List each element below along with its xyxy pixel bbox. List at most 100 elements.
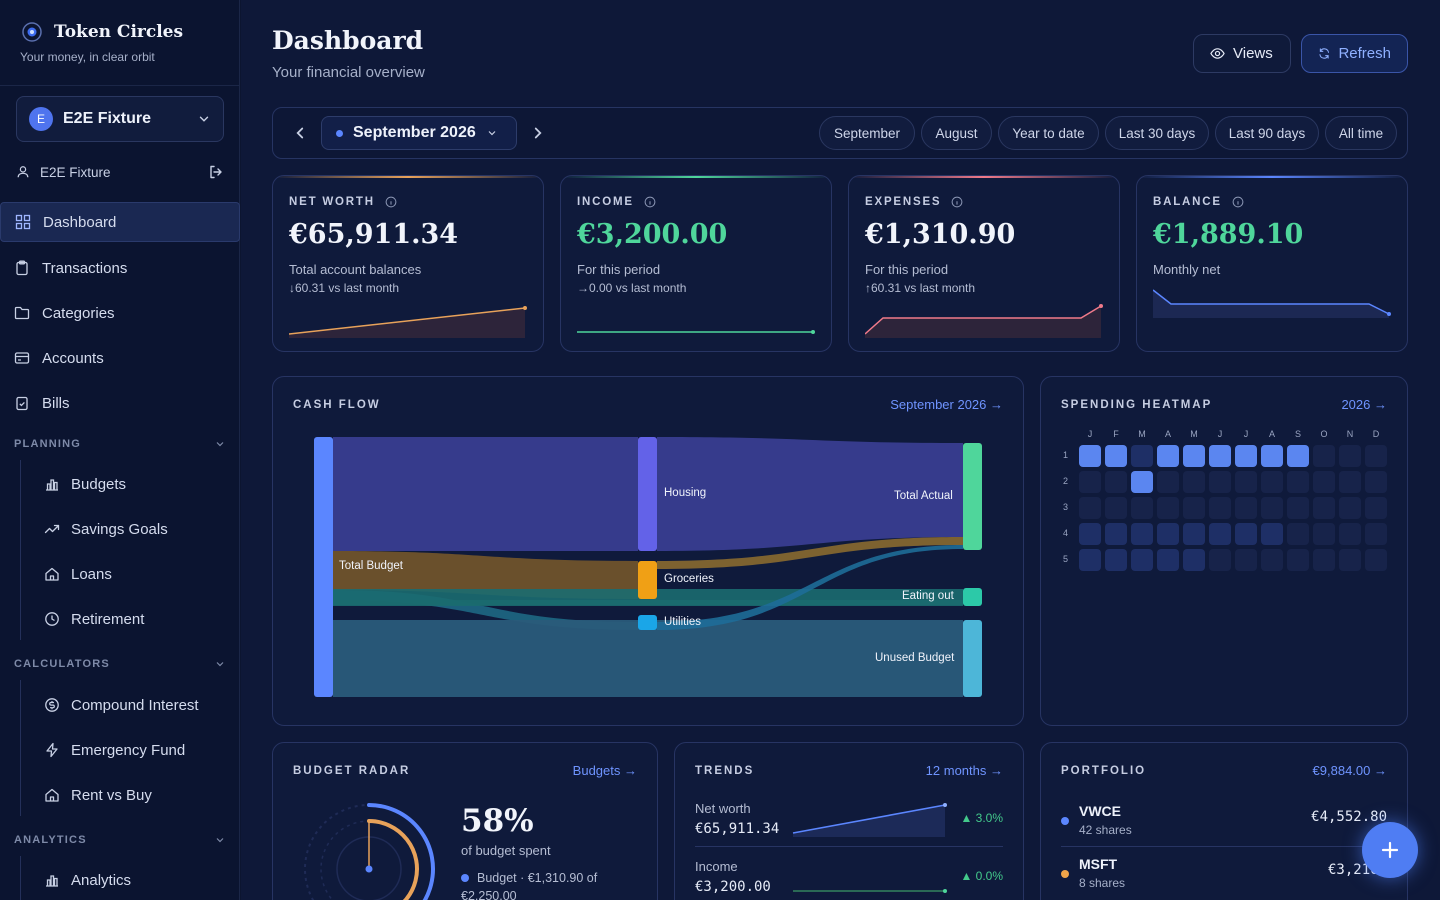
heatmap-cell[interactable] <box>1183 471 1205 493</box>
chip-last-30-days[interactable]: Last 30 days <box>1105 116 1209 150</box>
nav-compound-interest[interactable]: Compound Interest <box>44 689 199 721</box>
heatmap-cell[interactable] <box>1157 497 1179 519</box>
logout-icon[interactable] <box>208 164 224 180</box>
heatmap-cell[interactable] <box>1157 471 1179 493</box>
heatmap-cell[interactable] <box>1261 549 1283 571</box>
nav-retirement[interactable]: Retirement <box>44 603 144 635</box>
trend-row-income[interactable]: Income €3,200.00 ▲ 0.0% <box>695 859 1003 900</box>
chip-august[interactable]: August <box>921 116 992 150</box>
nav-emergency-fund[interactable]: Emergency Fund <box>44 734 185 766</box>
heatmap-cell[interactable] <box>1313 471 1335 493</box>
heatmap-cell[interactable] <box>1131 471 1153 493</box>
heatmap-cell[interactable] <box>1131 523 1153 545</box>
heatmap-cell[interactable] <box>1105 549 1127 571</box>
heatmap-cell[interactable] <box>1261 523 1283 545</box>
stat-card-net-worth[interactable]: NET WORTH €65,911.34 Total account balan… <box>272 175 544 352</box>
portfolio-total-link[interactable]: €9,884.00 → <box>1312 763 1387 778</box>
heatmap-cell[interactable] <box>1339 523 1361 545</box>
chip-year-to-date[interactable]: Year to date <box>998 116 1099 150</box>
heatmap-cell[interactable] <box>1235 497 1257 519</box>
heatmap-cell[interactable] <box>1131 549 1153 571</box>
heatmap-cell[interactable] <box>1079 523 1101 545</box>
heatmap-cell[interactable] <box>1287 523 1309 545</box>
chip-last-90-days[interactable]: Last 90 days <box>1215 116 1319 150</box>
heatmap-cell[interactable] <box>1235 549 1257 571</box>
heatmap-cell[interactable] <box>1287 471 1309 493</box>
info-icon[interactable] <box>951 196 963 208</box>
cash-flow-link[interactable]: September 2026 → <box>890 397 1003 412</box>
nav-accounts[interactable]: Accounts <box>14 338 224 378</box>
heatmap-cell[interactable] <box>1105 445 1127 467</box>
nav-budgets[interactable]: Budgets <box>44 468 126 500</box>
chevron-left-icon[interactable] <box>291 124 309 142</box>
heatmap-cell[interactable] <box>1261 445 1283 467</box>
nav-categories[interactable]: Categories <box>14 293 224 333</box>
heatmap-cell[interactable] <box>1339 549 1361 571</box>
workspace-switcher[interactable]: E E2E Fixture <box>16 96 224 142</box>
heatmap-cell[interactable] <box>1339 497 1361 519</box>
heatmap-cell[interactable] <box>1105 471 1127 493</box>
heatmap-cell[interactable] <box>1209 497 1231 519</box>
heatmap-cell[interactable] <box>1157 523 1179 545</box>
heatmap-cell[interactable] <box>1079 471 1101 493</box>
holding-row-msft[interactable]: MSFT 8 shares €3,216. <box>1061 856 1387 900</box>
heatmap-link[interactable]: 2026 → <box>1341 397 1387 412</box>
chip-september[interactable]: September <box>819 116 915 150</box>
heatmap-cell[interactable] <box>1079 497 1101 519</box>
heatmap-cell[interactable] <box>1261 497 1283 519</box>
heatmap-cell[interactable] <box>1183 523 1205 545</box>
add-button[interactable] <box>1362 822 1418 878</box>
heatmap-cell[interactable] <box>1235 471 1257 493</box>
chevron-right-icon[interactable] <box>529 124 547 142</box>
heatmap-cell[interactable] <box>1287 549 1309 571</box>
heatmap-cell[interactable] <box>1365 523 1387 545</box>
refresh-button[interactable]: Refresh <box>1301 34 1408 73</box>
stat-card-expenses[interactable]: EXPENSES €1,310.90 For this period ↑60.3… <box>848 175 1120 352</box>
holding-row-vwce[interactable]: VWCE 42 shares €4,552.80 <box>1061 803 1387 851</box>
heatmap-cell[interactable] <box>1287 445 1309 467</box>
info-icon[interactable] <box>1232 196 1244 208</box>
section-planning[interactable]: PLANNING <box>14 438 226 450</box>
heatmap-cell[interactable] <box>1157 549 1179 571</box>
period-select[interactable]: September 2026 <box>321 116 517 150</box>
heatmap-cell[interactable] <box>1365 471 1387 493</box>
heatmap-cell[interactable] <box>1209 445 1231 467</box>
heatmap-cell[interactable] <box>1365 497 1387 519</box>
heatmap-cell[interactable] <box>1131 497 1153 519</box>
heatmap-cell[interactable] <box>1365 549 1387 571</box>
nav-bills[interactable]: Bills <box>14 383 224 423</box>
heatmap-cell[interactable] <box>1209 471 1231 493</box>
nav-analytics[interactable]: Analytics <box>44 864 131 896</box>
nav-transactions[interactable]: Transactions <box>14 248 224 288</box>
heatmap-cell[interactable] <box>1261 471 1283 493</box>
heatmap-cell[interactable] <box>1079 549 1101 571</box>
info-icon[interactable] <box>644 196 656 208</box>
heatmap-cell[interactable] <box>1235 445 1257 467</box>
heatmap-cell[interactable] <box>1183 549 1205 571</box>
nav-rent-vs-buy[interactable]: Rent vs Buy <box>44 779 152 811</box>
heatmap-cell[interactable] <box>1313 549 1335 571</box>
heatmap-cell[interactable] <box>1209 523 1231 545</box>
heatmap-cell[interactable] <box>1183 497 1205 519</box>
trends-link[interactable]: 12 months → <box>925 763 1003 778</box>
nav-loans[interactable]: Loans <box>44 558 112 590</box>
heatmap-cell[interactable] <box>1365 445 1387 467</box>
heatmap-cell[interactable] <box>1313 523 1335 545</box>
section-calculators[interactable]: CALCULATORS <box>14 658 226 670</box>
chip-all-time[interactable]: All time <box>1325 116 1397 150</box>
heatmap-cell[interactable] <box>1313 497 1335 519</box>
section-analytics[interactable]: ANALYTICS <box>14 834 226 846</box>
heatmap-cell[interactable] <box>1287 497 1309 519</box>
nav-savings-goals[interactable]: Savings Goals <box>44 513 168 545</box>
brand[interactable]: Token Circles Your money, in clear orbit <box>20 20 183 64</box>
heatmap-cell[interactable] <box>1209 549 1231 571</box>
nav-dashboard[interactable]: Dashboard <box>0 202 240 242</box>
heatmap-cell[interactable] <box>1105 523 1127 545</box>
stat-card-income[interactable]: INCOME €3,200.00 For this period →0.00 v… <box>560 175 832 352</box>
heatmap-cell[interactable] <box>1079 445 1101 467</box>
budgets-link[interactable]: Budgets → <box>572 763 637 778</box>
heatmap-cell[interactable] <box>1339 445 1361 467</box>
heatmap-cell[interactable] <box>1131 445 1153 467</box>
heatmap-cell[interactable] <box>1235 523 1257 545</box>
heatmap-cell[interactable] <box>1183 445 1205 467</box>
